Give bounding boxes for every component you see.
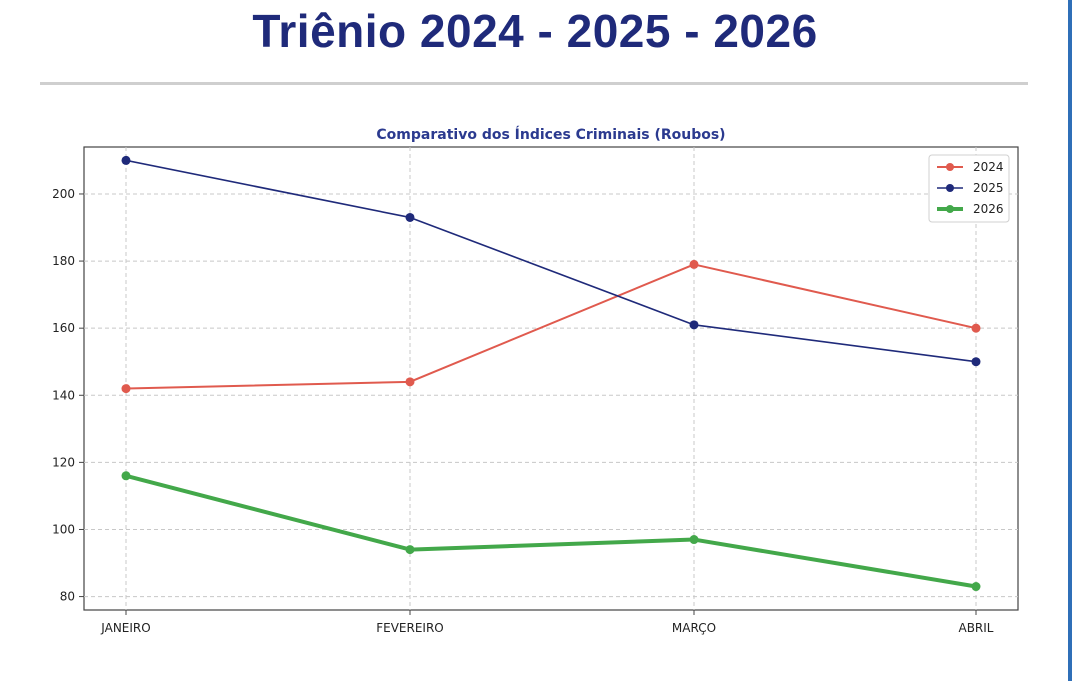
series-2025 xyxy=(121,155,981,367)
data-point xyxy=(121,471,131,481)
data-point xyxy=(971,323,981,333)
legend-swatch-marker xyxy=(946,184,954,192)
legend-label: 2026 xyxy=(973,202,1004,216)
y-tick-label: 140 xyxy=(52,388,75,402)
y-tick-label: 180 xyxy=(52,254,75,268)
y-tick-label: 120 xyxy=(52,455,75,469)
data-point xyxy=(405,212,415,222)
grid xyxy=(84,147,1018,610)
data-point xyxy=(689,320,699,330)
series-line xyxy=(125,263,977,390)
y-tick-label: 100 xyxy=(52,522,75,536)
series-2024 xyxy=(121,259,981,394)
series xyxy=(121,155,981,592)
legend-swatch-marker xyxy=(946,163,954,171)
x-tick-label: JANEIRO xyxy=(100,621,150,635)
data-point xyxy=(971,582,981,592)
legend-label: 2025 xyxy=(973,181,1004,195)
series-line xyxy=(125,159,977,363)
right-border xyxy=(1068,0,1072,681)
legend: 2024 2025 2026 xyxy=(928,154,1010,223)
y-tick-label: 200 xyxy=(52,187,75,201)
data-point xyxy=(689,259,699,269)
plot-frame xyxy=(83,146,1019,611)
data-point xyxy=(405,377,415,387)
data-point xyxy=(689,535,699,545)
legend-item: 2024 xyxy=(937,160,1004,174)
chart-title: Comparativo dos Índices Criminais (Roubo… xyxy=(376,126,725,143)
title-divider xyxy=(40,82,1028,85)
y-tick-label: 80 xyxy=(60,590,75,604)
legend-item: 2025 xyxy=(937,181,1004,195)
legend-label: 2024 xyxy=(973,160,1004,174)
data-point xyxy=(121,155,131,165)
data-point xyxy=(121,384,131,394)
legend-item: 2026 xyxy=(937,202,1004,216)
page-title: Triênio 2024 - 2025 - 2026 xyxy=(252,5,818,57)
series-line xyxy=(125,473,977,589)
y-tick-label: 160 xyxy=(52,321,75,335)
data-point xyxy=(971,357,981,367)
x-tick-label: ABRIL xyxy=(958,621,993,635)
x-tick-label: MARÇO xyxy=(672,621,716,635)
axes: 80 100 120 140 160 180 200 JANEIRO FEVEREIRO MARÇ… xyxy=(52,187,994,635)
data-point xyxy=(405,545,415,555)
series-2026 xyxy=(121,471,981,592)
legend-swatch-marker xyxy=(946,205,954,213)
x-tick-label: FEVEREIRO xyxy=(376,621,444,635)
